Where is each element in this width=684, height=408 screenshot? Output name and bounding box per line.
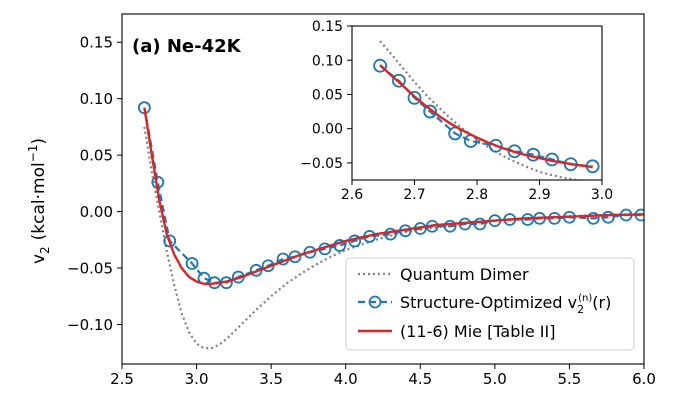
inset-x-tick-label: 2.7 bbox=[403, 187, 425, 203]
main-data-point bbox=[473, 217, 487, 231]
inset-series-line-0 bbox=[379, 40, 588, 180]
main-y-tick-label: −0.10 bbox=[67, 316, 113, 334]
inset-x-tick-label: 2.9 bbox=[528, 187, 550, 203]
inset-y-tick-label: 0.00 bbox=[312, 122, 343, 138]
main-y-tick-label: 0.10 bbox=[80, 90, 113, 108]
main-data-point bbox=[288, 250, 302, 264]
inset-data-point bbox=[423, 104, 438, 119]
main-x-tick-label: 4.5 bbox=[408, 370, 432, 388]
main-y-tick-label: 0.15 bbox=[80, 34, 113, 52]
main-x-tick-label: 6.0 bbox=[632, 370, 656, 388]
main-y-tick-label: 0.00 bbox=[80, 203, 113, 221]
main-x-tick-label: 2.5 bbox=[110, 370, 134, 388]
inset-data-point bbox=[373, 58, 388, 73]
panel-label: (a) Ne-42K bbox=[132, 36, 242, 57]
inset-y-tick-label: 0.10 bbox=[312, 53, 343, 69]
legend-frame bbox=[345, 257, 635, 351]
main-plot: 2.5 3.0 3.5 4.0 4.5 5.0 5.5 6.0 0.15 0.10 0.05 0.00… bbox=[67, 13, 656, 388]
inset-background bbox=[352, 26, 602, 180]
main-y-tick-label: 0.05 bbox=[80, 147, 113, 165]
main-y-tick-label: −0.05 bbox=[67, 259, 113, 277]
legend-marker-structure-optimized bbox=[368, 295, 382, 309]
legend-label-structure-optimized: Structure-Optimized v2(n)(r) bbox=[400, 293, 611, 316]
inset-data-point bbox=[507, 144, 522, 159]
main-data-point bbox=[384, 227, 397, 241]
inset-series-area bbox=[373, 40, 600, 180]
inset-y-tick-label: 0.05 bbox=[312, 87, 343, 103]
main-x-tick-label: 4.0 bbox=[334, 370, 358, 388]
inset-plot: 2.6 2.7 2.8 2.9 3.0 0.15 0.10 0.05 0.00 −0.05 bbox=[300, 19, 613, 203]
inset-data-point bbox=[391, 73, 406, 88]
legend-label-mie: (11-6) Mie [Table II] bbox=[400, 322, 555, 341]
main-data-point bbox=[185, 257, 199, 270]
inset-y-tick-label: −0.05 bbox=[300, 156, 343, 172]
main-x-tick-label: 3.5 bbox=[259, 370, 283, 388]
inset-series-line-2 bbox=[379, 64, 593, 169]
main-x-tick-label: 5.5 bbox=[557, 370, 581, 388]
main-series-line-2 bbox=[143, 107, 644, 286]
main-x-tick-label: 3.0 bbox=[185, 370, 209, 388]
main-axes-frame bbox=[121, 13, 645, 365]
main-data-point bbox=[443, 219, 457, 233]
y-axis-label: v2(kcal·mol−1) bbox=[26, 138, 52, 264]
inset-y-tick-label: 0.15 bbox=[312, 19, 343, 35]
main-series-area bbox=[137, 101, 644, 350]
inset-x-tick-label: 3.0 bbox=[591, 187, 613, 203]
inset-data-point bbox=[488, 138, 503, 153]
main-data-point bbox=[586, 211, 600, 225]
legend: Quantum Dimer Structure-Optimized v2(n)(… bbox=[345, 257, 635, 351]
inset-x-tick-label: 2.6 bbox=[341, 187, 363, 203]
main-data-point bbox=[163, 234, 177, 248]
main-data-point bbox=[601, 210, 615, 224]
main-x-tick-label: 5.0 bbox=[483, 370, 507, 388]
inset-data-point bbox=[407, 90, 422, 105]
inset-x-tick-label: 2.8 bbox=[466, 187, 488, 203]
legend-label-quantum-dimer: Quantum Dimer bbox=[400, 265, 529, 284]
